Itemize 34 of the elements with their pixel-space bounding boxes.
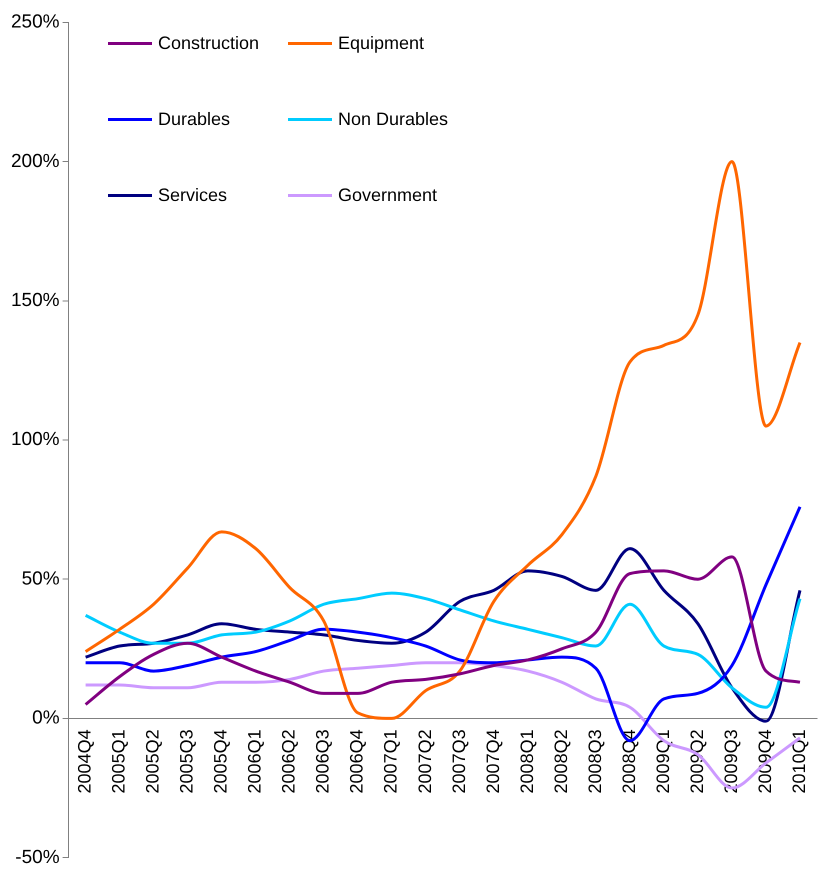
x-tick-label: 2010Q1	[788, 729, 809, 794]
x-tick-label: 2008Q1	[516, 729, 537, 794]
x-tick-label: 2007Q2	[414, 729, 435, 794]
legend-label: Equipment	[338, 33, 424, 54]
x-tick-label: 2007Q4	[482, 729, 503, 794]
legend-label: Services	[158, 185, 228, 206]
x-tick-label: 2006Q4	[346, 729, 367, 794]
line-series	[84, 160, 802, 720]
y-tick-label: 200%	[10, 150, 60, 172]
x-tick-label: 2005Q3	[176, 729, 197, 794]
x-tick-label: 2005Q4	[210, 729, 231, 794]
x-tick-label: 2007Q3	[448, 729, 469, 794]
y-tick-label: 0%	[32, 708, 60, 729]
legend-label: Non Durables	[338, 109, 448, 130]
legend-label: Government	[338, 185, 438, 206]
x-tick-label: 2007Q1	[380, 729, 401, 794]
y-tick-label: 100%	[10, 429, 60, 450]
y-tick-label: 250%	[10, 12, 60, 33]
x-tick-label: 2009Q3	[720, 729, 741, 794]
y-tick-label: 150%	[10, 290, 60, 312]
line-series	[84, 592, 802, 709]
x-tick-label: 2006Q3	[312, 729, 333, 794]
legend-label: Durables	[158, 109, 230, 130]
x-tick-label: 2008Q4	[618, 729, 639, 794]
y-tick-label: -50%	[15, 846, 60, 868]
x-tick-label: 2005Q1	[108, 729, 129, 794]
x-tick-label: 2004Q4	[74, 729, 95, 794]
y-tick-label: 50%	[22, 568, 60, 590]
x-tick-label: 2006Q1	[244, 729, 265, 794]
legend-label: Construction	[158, 33, 260, 54]
x-tick-label: 2006Q2	[278, 729, 299, 794]
x-tick-label: 2005Q2	[142, 729, 163, 794]
x-tick-label: 2008Q2	[550, 729, 571, 794]
x-tick-label: 2008Q3	[584, 729, 605, 794]
